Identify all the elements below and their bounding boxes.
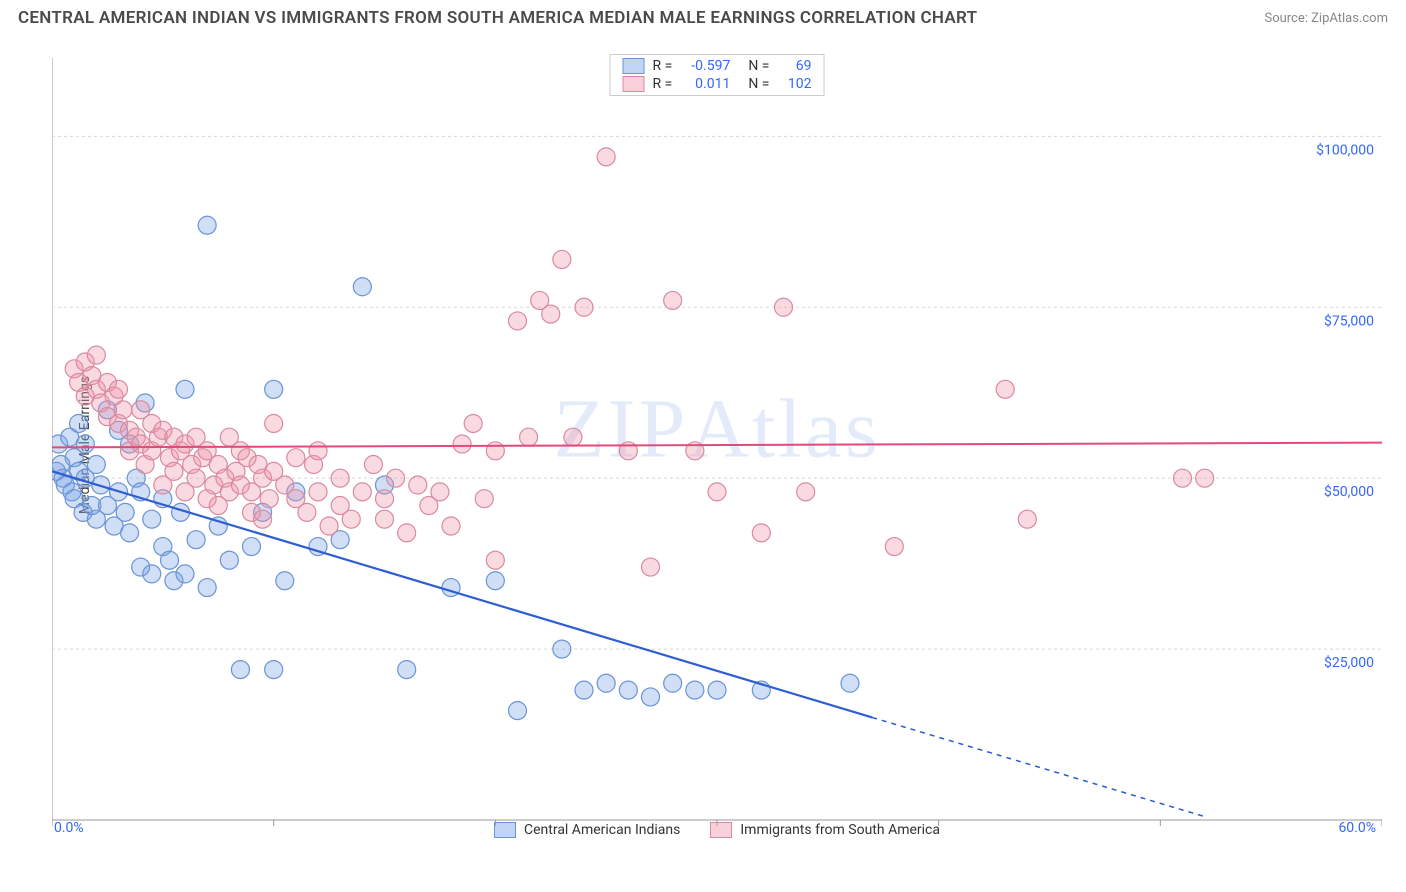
legend-label: Immigrants from South America	[740, 822, 940, 838]
svg-text:$50,000: $50,000	[1324, 483, 1374, 500]
correlation-stats-box: R = -0.597 N = 69 R = 0.011 N = 102	[610, 54, 825, 96]
scatter-plot: $25,000 $50,000 $75,000 $100,000	[52, 50, 1382, 840]
n-value: 69	[777, 58, 811, 74]
legend-swatch	[710, 822, 732, 838]
chart-header: CENTRAL AMERICAN INDIAN VS IMMIGRANTS FR…	[0, 0, 1406, 32]
series-swatch	[623, 58, 645, 74]
n-label: N =	[748, 58, 769, 74]
r-label: R =	[653, 58, 673, 74]
legend-item: Central American Indians	[494, 822, 680, 838]
r-value: -0.597	[680, 58, 730, 74]
legend-label: Central American Indians	[524, 822, 680, 838]
legend-item: Immigrants from South America	[710, 822, 940, 838]
svg-text:$75,000: $75,000	[1324, 312, 1374, 329]
legend-swatch	[494, 822, 516, 838]
svg-text:$25,000: $25,000	[1324, 654, 1374, 671]
r-label: R =	[653, 76, 673, 92]
r-value: 0.011	[680, 76, 730, 92]
stats-row: R = -0.597 N = 69	[611, 57, 824, 75]
n-value: 102	[777, 76, 811, 92]
bottom-legend: Central American Indians Immigrants from …	[52, 822, 1382, 838]
chart-area: Median Male Earnings ZIPAtlas $25,000$50…	[52, 50, 1382, 840]
svg-text:$100,000: $100,000	[1316, 141, 1374, 158]
series-swatch	[623, 76, 645, 92]
chart-title: CENTRAL AMERICAN INDIAN VS IMMIGRANTS FR…	[18, 8, 977, 28]
n-label: N =	[748, 76, 769, 92]
stats-row: R = 0.011 N = 102	[611, 75, 824, 93]
source-label: Source: ZipAtlas.com	[1264, 11, 1388, 26]
